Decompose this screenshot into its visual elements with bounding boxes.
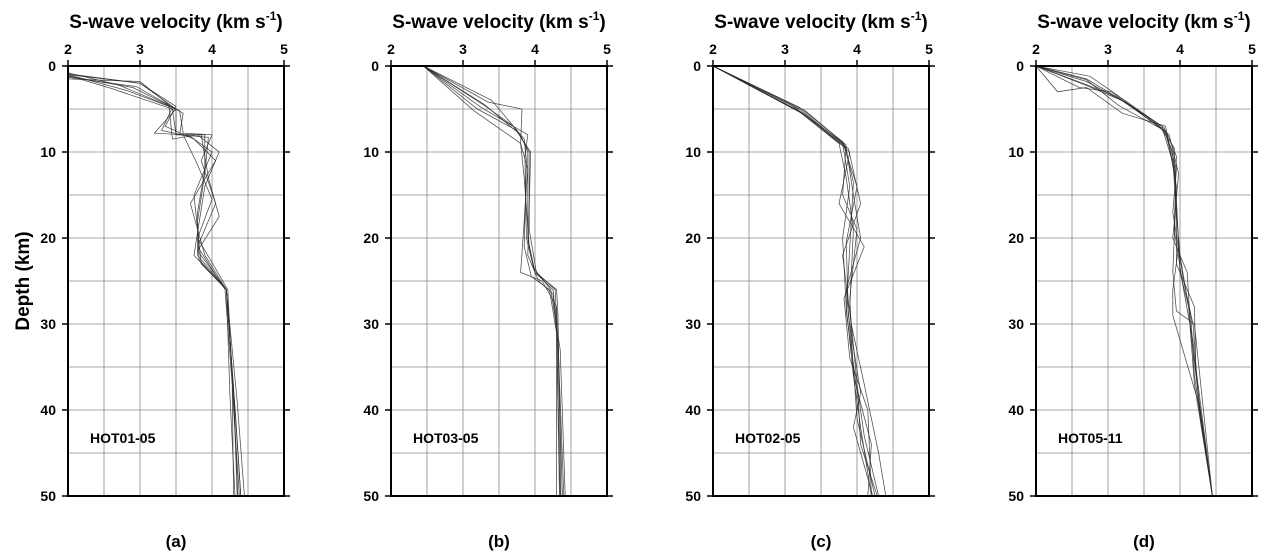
x-axis-title-close: ) <box>1244 12 1250 33</box>
x-tick-label: 2 <box>709 41 717 57</box>
y-tick-label: 30 <box>363 316 379 332</box>
velocity-profile-line <box>713 66 878 496</box>
plot-frame <box>390 65 608 497</box>
panel-label: (c) <box>811 532 832 551</box>
y-tick-label: 10 <box>1008 144 1024 160</box>
x-tick-label: 5 <box>280 41 288 57</box>
station-label: HOT01-05 <box>90 430 156 446</box>
y-tick-label: 30 <box>685 316 701 332</box>
x-axis-title-close: ) <box>276 12 282 33</box>
velocity-profile-line <box>68 74 240 496</box>
velocity-profile-line <box>68 75 239 496</box>
velocity-profile-line <box>1036 66 1213 496</box>
velocity-profile-line <box>68 78 245 496</box>
x-axis-title-superscript: -1 <box>589 9 600 23</box>
velocity-profile-line <box>423 66 561 496</box>
x-axis-title-superscript: -1 <box>911 9 922 23</box>
panel-label: (a) <box>166 532 187 551</box>
x-tick-label: 3 <box>136 41 144 57</box>
panel-label: (d) <box>1133 532 1155 551</box>
y-tick-label: 0 <box>693 58 701 74</box>
y-tick-label: 10 <box>40 144 56 160</box>
velocity-profile-line <box>423 66 560 496</box>
y-tick-label: 40 <box>40 402 56 418</box>
x-axis-title-superscript: -1 <box>266 9 277 23</box>
x-axis-title-close: ) <box>599 12 605 33</box>
x-axis-title: S-wave velocity (km s-1) <box>392 9 605 33</box>
station-label: HOT03-05 <box>413 430 479 446</box>
profile-group <box>713 66 887 496</box>
y-tick-label: 30 <box>40 316 56 332</box>
y-tick-label: 0 <box>371 58 379 74</box>
y-tick-label: 40 <box>1008 402 1024 418</box>
x-tick-label: 2 <box>64 41 72 57</box>
profile-group <box>1036 66 1213 496</box>
y-tick-label: 0 <box>1016 58 1024 74</box>
x-axis-title: S-wave velocity (km s-1) <box>714 9 927 33</box>
x-tick-label: 2 <box>1032 41 1040 57</box>
y-tick-label: 50 <box>1008 488 1024 504</box>
x-tick-label: 3 <box>459 41 467 57</box>
x-tick-label: 5 <box>603 41 611 57</box>
velocity-profile-line <box>423 66 557 496</box>
velocity-profile-line <box>713 66 874 496</box>
velocity-profile-line <box>713 66 879 496</box>
y-tick-label: 10 <box>363 144 379 160</box>
profile-group <box>423 66 566 496</box>
y-tick-label: 20 <box>40 230 56 246</box>
x-axis-title-main: S-wave velocity (km s <box>1037 12 1233 33</box>
y-tick-label: 40 <box>363 402 379 418</box>
depth-axis-title: Depth (km) <box>13 231 34 330</box>
x-axis-title-main: S-wave velocity (km s <box>69 12 265 33</box>
y-tick-label: 50 <box>685 488 701 504</box>
x-tick-label: 4 <box>208 41 216 57</box>
plot-frame <box>67 65 285 497</box>
panel-label: (b) <box>488 532 510 551</box>
x-axis-title-main: S-wave velocity (km s <box>392 12 588 33</box>
x-axis-title-main: S-wave velocity (km s <box>714 12 910 33</box>
x-tick-label: 4 <box>531 41 539 57</box>
velocity-profile-line <box>713 66 887 496</box>
y-tick-label: 50 <box>40 488 56 504</box>
y-tick-label: 30 <box>1008 316 1024 332</box>
y-tick-label: 20 <box>363 230 379 246</box>
y-tick-label: 0 <box>48 58 56 74</box>
y-tick-label: 50 <box>363 488 379 504</box>
plot-frame <box>712 65 930 497</box>
x-tick-label: 3 <box>781 41 789 57</box>
x-axis-title-superscript: -1 <box>1234 9 1245 23</box>
velocity-profile-line <box>713 66 872 496</box>
y-tick-label: 20 <box>685 230 701 246</box>
station-label: HOT05-11 <box>1058 430 1123 446</box>
x-axis-title: S-wave velocity (km s-1) <box>1037 9 1250 33</box>
x-tick-label: 4 <box>853 41 861 57</box>
velocity-profile-line <box>68 76 236 496</box>
velocity-profile-line <box>423 66 562 496</box>
plot-frame <box>1035 65 1253 497</box>
velocity-profile-line <box>713 66 872 496</box>
velocity-profile-line <box>1036 66 1213 496</box>
x-axis-title-close: ) <box>921 12 927 33</box>
y-tick-label: 40 <box>685 402 701 418</box>
y-tick-label: 10 <box>685 144 701 160</box>
x-tick-label: 5 <box>925 41 933 57</box>
velocity-profile-line <box>1036 66 1213 496</box>
x-tick-label: 2 <box>387 41 395 57</box>
x-tick-label: 5 <box>1248 41 1256 57</box>
station-label: HOT02-05 <box>735 430 801 446</box>
x-tick-label: 4 <box>1176 41 1184 57</box>
x-tick-label: 3 <box>1104 41 1112 57</box>
x-axis-title: S-wave velocity (km s-1) <box>69 9 282 33</box>
profile-group <box>68 72 245 496</box>
y-tick-label: 20 <box>1008 230 1024 246</box>
velocity-profile-line <box>423 66 566 496</box>
velocity-profile-line <box>423 66 565 496</box>
